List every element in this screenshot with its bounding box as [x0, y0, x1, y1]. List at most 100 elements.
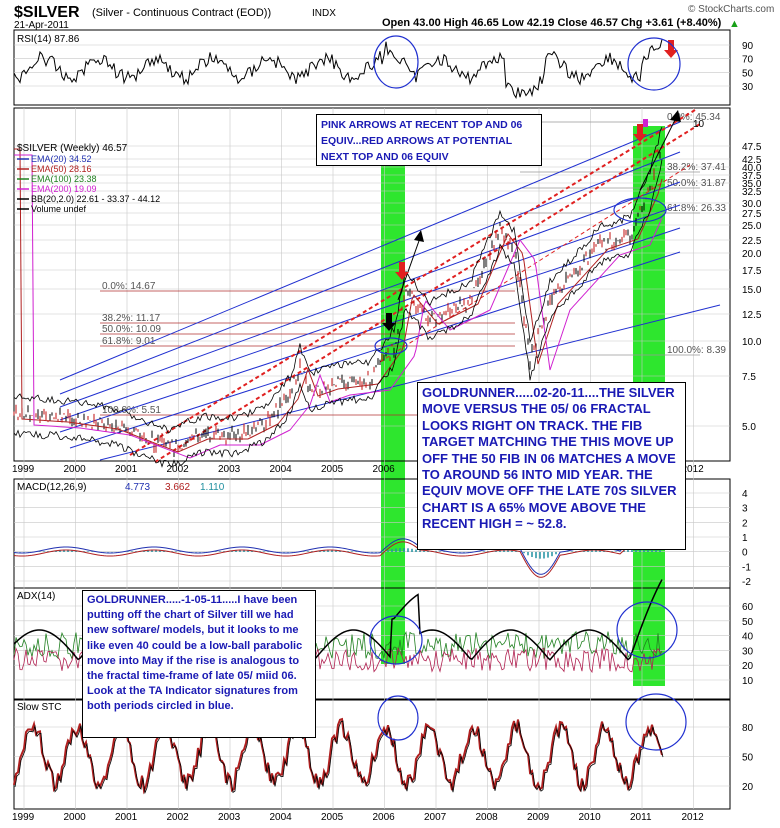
- fib-left-label: 0.0%: 14.67: [102, 281, 156, 292]
- x-axis-year-bottom: 2012: [682, 812, 705, 823]
- x-axis-year: 2004: [270, 464, 293, 475]
- x-axis-year-bottom: 2006: [373, 812, 396, 823]
- price-tick-label: 12.5: [742, 310, 762, 321]
- exchange: INDX: [312, 8, 336, 19]
- x-axis-year-bottom: 1999: [12, 812, 35, 823]
- macd-tick-label: -2: [742, 577, 751, 588]
- adx-tick-label: 30: [742, 646, 754, 657]
- macd-tick-label: 3: [742, 504, 748, 515]
- macd-value-1: 4.773: [125, 482, 150, 493]
- legend-entry: EMA(200) 19.09: [31, 184, 97, 194]
- fib-right-label: 100.0%: 8.39: [667, 345, 726, 356]
- note-goldrunner-feb: GOLDRUNNER.....02-20-11....THE SILVER MO…: [417, 382, 686, 550]
- fib-left-label: 61.8%: 9.01: [102, 336, 156, 347]
- adx-tick-label: 10: [742, 676, 754, 687]
- x-axis-year-bottom: 2002: [167, 812, 190, 823]
- x-axis-year-bottom: 2011: [630, 812, 652, 823]
- macd-value-3: 1.110: [200, 482, 225, 493]
- x-axis-year: 2005: [321, 464, 344, 475]
- ema-line: [14, 154, 663, 459]
- x-axis-year: 2006: [373, 464, 396, 475]
- price-top-tick: 10: [693, 119, 705, 130]
- x-axis-year: 1999: [12, 464, 35, 475]
- legend-entry: BB(20,2.0) 22.61 - 33.37 - 44.12: [31, 194, 160, 204]
- x-axis-year-bottom: 2010: [579, 812, 602, 823]
- ema-line: [14, 148, 663, 453]
- x-axis-year-bottom: 2008: [476, 812, 499, 823]
- price-tick-label: 37.5: [742, 171, 762, 182]
- macd-tick-label: 1: [742, 533, 748, 544]
- fib-right-label: 0.0%: 45.34: [667, 112, 721, 123]
- legend-entry: EMA(50) 28.16: [31, 164, 92, 174]
- stoch-tick-label: 20: [742, 782, 754, 793]
- x-axis-year-bottom: 2005: [321, 812, 344, 823]
- macd-line: [13, 503, 663, 575]
- x-axis-year: 2001: [115, 464, 138, 475]
- adx-tick-label: 20: [742, 661, 754, 672]
- x-axis-year-bottom: 2003: [218, 812, 241, 823]
- highlight-2006: [381, 164, 405, 664]
- rsi-label: RSI(14) 87.86: [17, 34, 80, 45]
- price-tick-label: 35.0: [742, 179, 762, 190]
- price-tick-label: 27.5: [742, 209, 762, 220]
- macd-value-2: 3.662: [165, 482, 190, 493]
- rsi-tick-label: 30: [742, 82, 754, 93]
- adx-tick-label: 60: [742, 602, 754, 613]
- quote-up-arrow-icon: ▲: [729, 18, 740, 30]
- rsi-tick-label: 70: [742, 55, 754, 66]
- price-tick-label: 30.0: [742, 199, 762, 210]
- x-axis-year: 2003: [218, 464, 241, 475]
- stoch-label: Slow STC: [17, 702, 61, 713]
- price-tick-label: 32.5: [742, 187, 762, 198]
- price-tick-label: 40.0: [742, 163, 762, 174]
- legend-entry: EMA(100) 23.38: [31, 174, 97, 184]
- rsi-tick-label: 50: [742, 68, 754, 79]
- macd-tick-label: 2: [742, 518, 748, 529]
- rsi-tick-label: 90: [742, 41, 754, 52]
- x-axis-year: 2002: [167, 464, 190, 475]
- fib-left-label: 100.0%: 5.51: [102, 405, 161, 416]
- fib-right-label: 50.0%: 31.87: [667, 178, 726, 189]
- rsi-line: [13, 39, 663, 100]
- description: (Silver - Continuous Contract (EOD)): [92, 7, 271, 19]
- fib-right-label: 38.2%: 37.41: [667, 162, 726, 173]
- signature-circles: [369, 35, 687, 751]
- watermark: © StockCharts.com: [688, 4, 774, 15]
- macd-label: MACD(12,26,9): [17, 482, 86, 493]
- price-title: $SILVER (Weekly) 46.57: [17, 143, 128, 154]
- fib-right-label: 61.8%: 26.33: [667, 203, 726, 214]
- adx-tick-label: 40: [742, 632, 754, 643]
- x-axis-year-bottom: 2009: [527, 812, 550, 823]
- bollinger-upper: [13, 126, 663, 434]
- x-axis-year-bottom: 2001: [115, 812, 138, 823]
- adx-tick-label: 50: [742, 617, 754, 628]
- x-axis-year-bottom: 2004: [270, 812, 293, 823]
- macd-signal-line: [13, 506, 663, 578]
- bollinger-lower: [13, 159, 663, 468]
- price-tick-label: 42.5: [742, 155, 762, 166]
- price-tick-label: 15.0: [742, 285, 762, 296]
- fib-left-label: 50.0%: 10.09: [102, 324, 161, 335]
- price-tick-label: 10.0: [742, 337, 762, 348]
- price-tick-label: 17.5: [742, 266, 762, 277]
- x-axis-year-bottom: 2007: [424, 812, 447, 823]
- x-axis-year-bottom: 2000: [64, 812, 87, 823]
- price-tick-label: 25.0: [742, 221, 762, 232]
- note-goldrunner-jan: GOLDRUNNER.....-1-05-11.....I have been …: [82, 590, 316, 738]
- macd-tick-label: 0: [742, 548, 748, 559]
- fib-left-label: 38.2%: 11.17: [102, 313, 161, 324]
- channel-lines: [59, 121, 721, 461]
- stoch-panel: [13, 699, 731, 810]
- price-tick-label: 5.0: [742, 422, 756, 433]
- price-tick-label: 20.0: [742, 249, 762, 260]
- price-tick-label: 7.5: [742, 372, 756, 383]
- rsi-panel: [13, 29, 731, 106]
- macd-tick-label: -1: [742, 562, 751, 573]
- stoch-tick-label: 50: [742, 753, 754, 764]
- adx-label: ADX(14): [17, 591, 55, 602]
- x-axis-year: 2012: [682, 464, 705, 475]
- note-pink-arrows: PINK ARROWS AT RECENT TOP AND 06 EQUIV..…: [316, 114, 542, 166]
- price-tick-label: 47.5: [742, 142, 762, 153]
- symbol: $SILVER: [14, 4, 80, 21]
